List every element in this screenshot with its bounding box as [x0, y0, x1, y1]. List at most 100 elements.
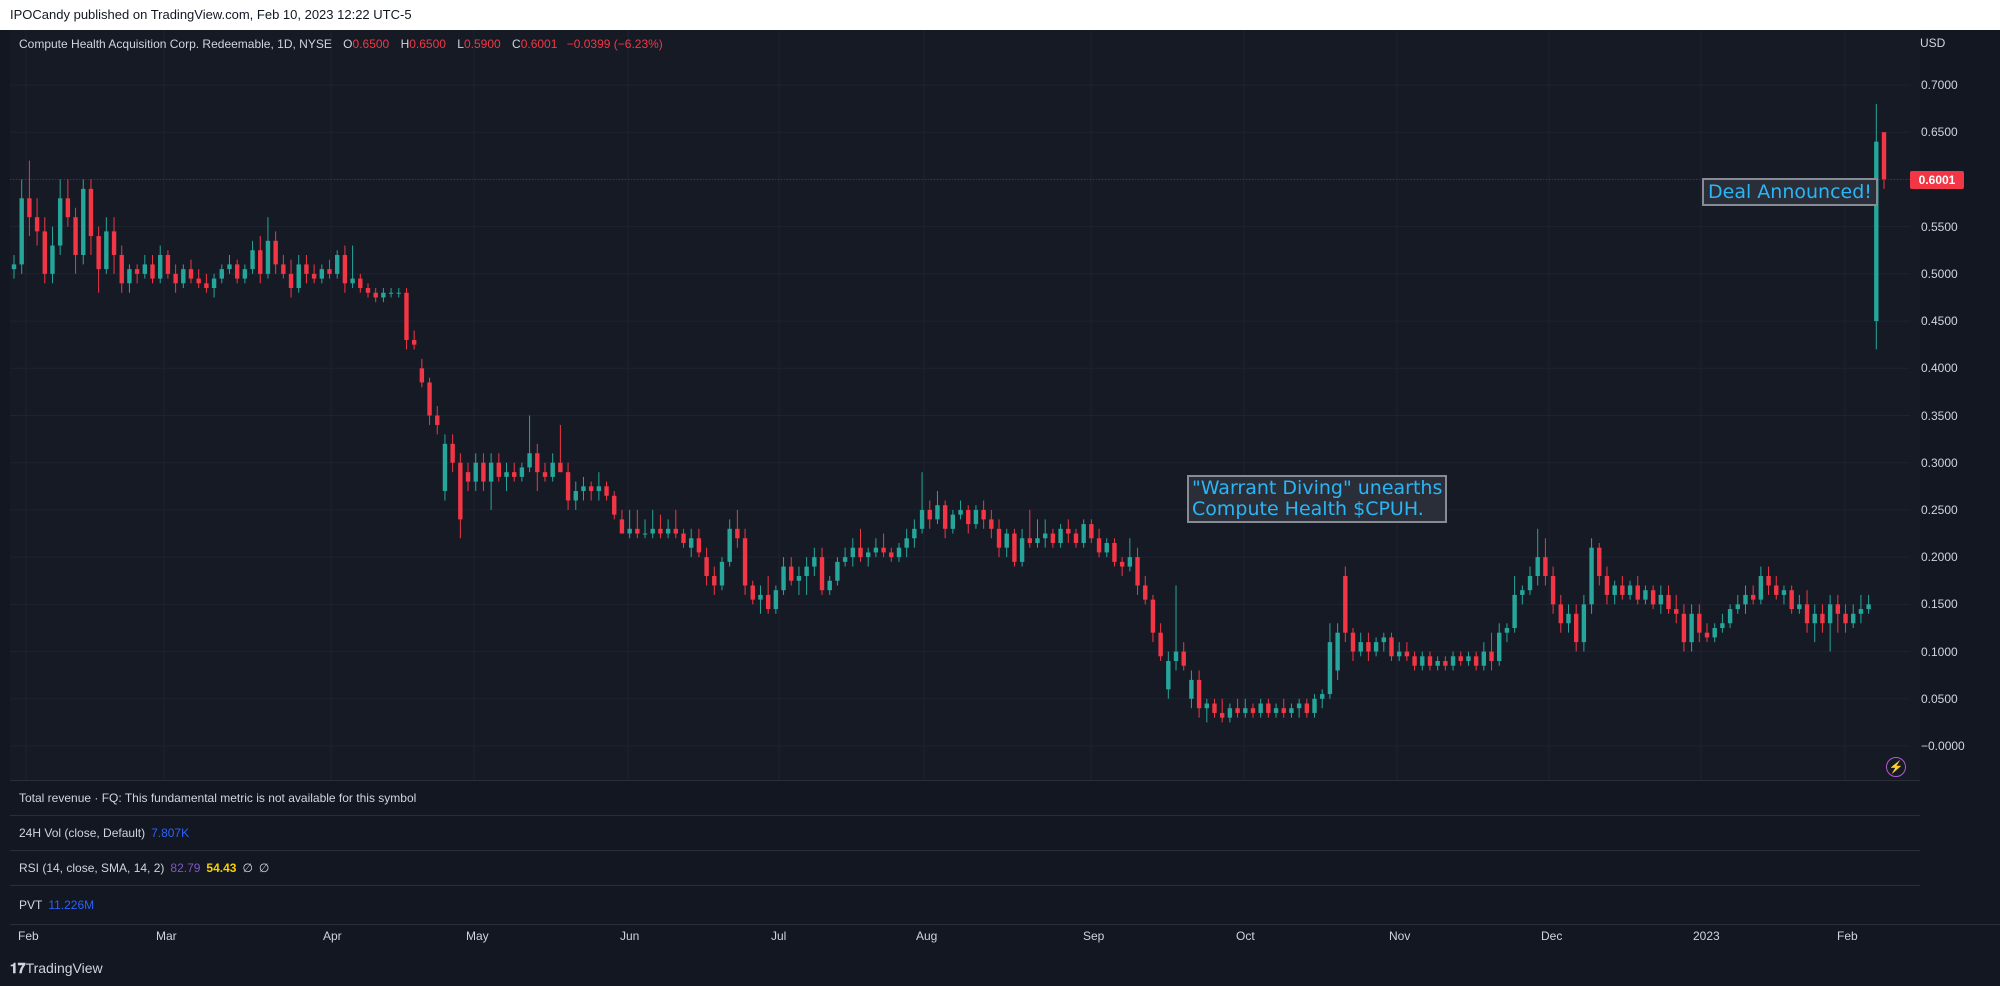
candle-body	[1143, 585, 1148, 600]
candle-body	[1666, 594, 1671, 610]
rsi-pane[interactable]: RSI (14, close, SMA, 14, 2) 82.79 54.43 ∅ ∅	[10, 850, 1920, 885]
candle	[1712, 623, 1717, 643]
candle-body	[1689, 613, 1694, 643]
candle-body	[1635, 585, 1640, 600]
candle-body	[635, 528, 640, 534]
candle	[1112, 538, 1117, 567]
candle	[1050, 528, 1056, 548]
candle-body	[1643, 590, 1648, 600]
candle-body	[1196, 679, 1202, 709]
candle-body	[1035, 538, 1040, 543]
candle	[50, 226, 55, 284]
volume-pane[interactable]: 24H Vol (close, Default) 7.807K	[10, 815, 1920, 850]
candle-body	[1435, 661, 1440, 666]
symbol-legend[interactable]: Compute Health Acquisition Corp. Redeema…	[19, 37, 663, 51]
candle-body	[1027, 538, 1033, 543]
candle	[296, 254, 301, 293]
time-tick-label: Mar	[156, 929, 177, 943]
candle	[696, 528, 702, 558]
candle-body	[1450, 656, 1456, 666]
candle-body	[65, 198, 71, 218]
candle-body	[1520, 590, 1525, 595]
candle	[1520, 585, 1525, 605]
price-tick-label: 0.3000	[1921, 455, 1958, 470]
candle	[1650, 585, 1656, 610]
lightning-icon[interactable]: ⚡	[1886, 757, 1906, 777]
pvt-pane[interactable]: PVT 11.226M	[10, 885, 1920, 924]
candle	[781, 557, 786, 595]
price-tick-label: −0.0000	[1921, 739, 1965, 753]
candle-body	[796, 576, 802, 581]
candle	[104, 217, 109, 274]
candle-body	[473, 462, 478, 482]
candle	[458, 453, 463, 539]
candle-body	[204, 283, 209, 289]
candle	[873, 538, 879, 558]
candle-body	[258, 250, 263, 274]
candle	[1866, 594, 1871, 614]
candle-body	[165, 254, 171, 274]
candle	[619, 509, 625, 534]
candle-body	[1327, 642, 1333, 695]
candle	[1727, 604, 1733, 628]
candle-body	[227, 264, 232, 270]
candle-body	[742, 538, 748, 586]
candle-body	[1597, 547, 1602, 577]
candle-body	[1212, 703, 1217, 713]
tradingview-logo-icon[interactable]: 𝟏𝟕	[10, 960, 26, 976]
candle	[712, 566, 717, 595]
candle-body	[1412, 656, 1417, 666]
candle	[365, 283, 371, 298]
candle	[158, 245, 163, 284]
candle-body	[1835, 604, 1841, 614]
candle-body	[989, 519, 994, 529]
revenue-pane[interactable]: Total revenue · FQ: This fundamental met…	[10, 780, 1920, 815]
candle	[1858, 594, 1864, 624]
price-chart-pane[interactable]	[10, 30, 1920, 780]
candle	[1566, 604, 1571, 633]
time-axis[interactable]	[10, 924, 2000, 951]
candle-body	[858, 547, 863, 558]
candle	[1720, 613, 1725, 633]
candle	[1166, 651, 1171, 699]
candle-body	[19, 198, 24, 265]
candle	[1581, 594, 1587, 652]
candle	[1235, 698, 1240, 718]
candle-body	[673, 528, 679, 534]
candle	[1774, 576, 1779, 600]
price-tick-label: 0.3500	[1921, 408, 1958, 423]
candle	[88, 179, 94, 255]
candle	[1243, 698, 1248, 718]
candle-body	[150, 264, 155, 279]
candle	[1320, 689, 1325, 709]
candle-body	[496, 462, 502, 477]
candle	[1404, 642, 1410, 662]
candle-body	[558, 462, 563, 473]
candle	[1689, 604, 1694, 652]
pvt-label: PVT	[19, 898, 43, 912]
candle	[627, 509, 632, 539]
candle	[304, 254, 309, 284]
candle	[1381, 632, 1386, 652]
candle	[1443, 656, 1448, 671]
candle-body	[627, 528, 632, 534]
low-value: 0.5900	[463, 37, 501, 51]
candle	[188, 259, 194, 284]
candle	[1473, 651, 1479, 671]
candle-body	[1166, 661, 1171, 690]
candle	[858, 528, 863, 562]
candle-body	[1304, 703, 1310, 713]
warrant-diving-note[interactable]: "Warrant Diving" unearths Compute Health…	[1187, 475, 1448, 523]
candle	[1150, 594, 1156, 643]
candle	[658, 514, 663, 539]
candle	[527, 415, 532, 473]
price-tick-label: 0.2000	[1921, 550, 1958, 565]
candle-body	[88, 188, 94, 237]
candle-body	[773, 590, 779, 610]
candlestick-chart[interactable]	[0, 30, 1995, 924]
candle	[835, 557, 840, 586]
candle-body	[665, 528, 671, 534]
candle	[227, 254, 232, 274]
deal-announced-note[interactable]: Deal Announced!	[1702, 178, 1878, 206]
candle	[381, 288, 386, 303]
